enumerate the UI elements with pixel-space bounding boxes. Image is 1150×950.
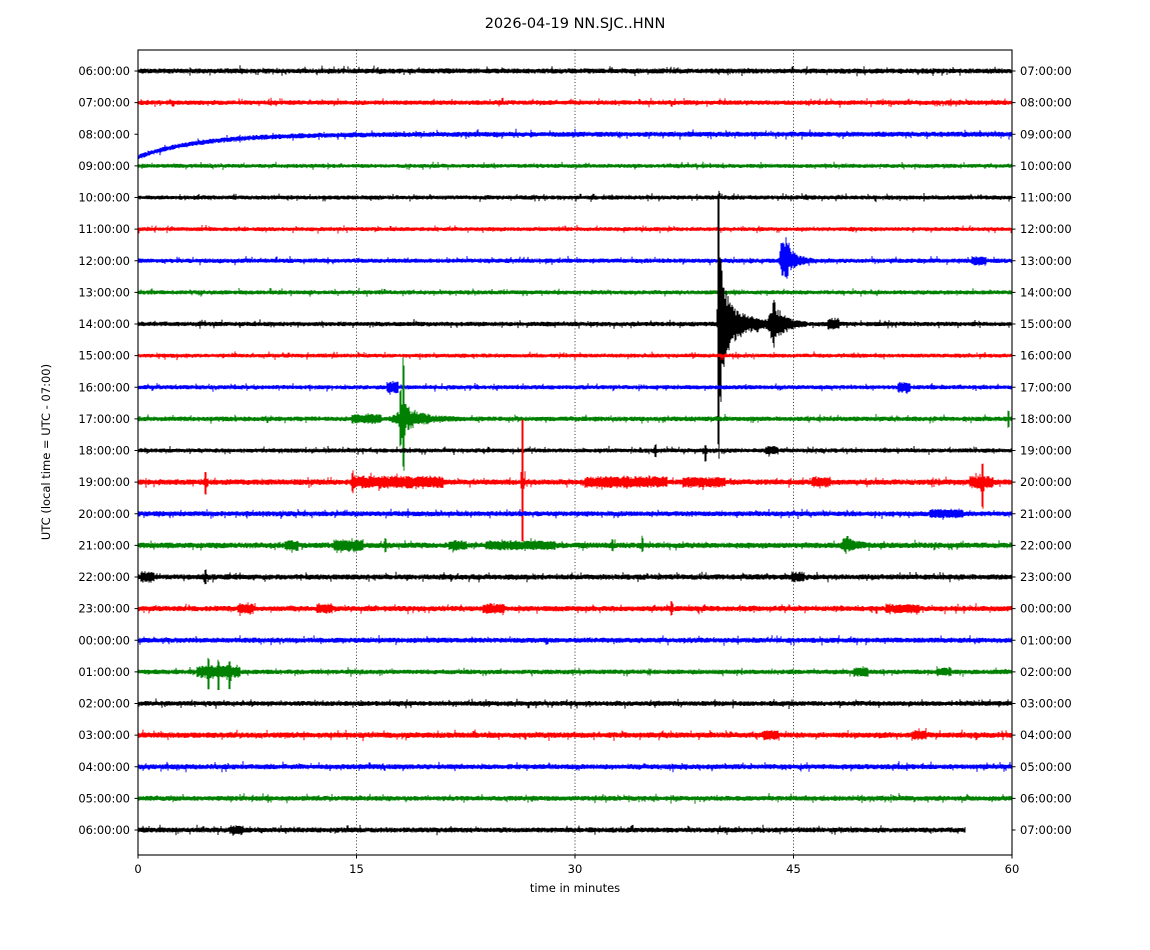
trace-row-1300-green xyxy=(137,287,1013,297)
y-tick-label-utc: 04:00:00 xyxy=(78,760,130,774)
y-tick-label-utc: 09:00:00 xyxy=(78,159,130,173)
trace-row-1800-black xyxy=(137,444,1013,462)
y-tick-label-local: 11:00:00 xyxy=(1020,191,1072,205)
x-tick-label: 30 xyxy=(568,862,583,876)
y-tick-label-local: 23:00:00 xyxy=(1020,570,1072,584)
y-tick-label-local: 10:00:00 xyxy=(1020,159,1072,173)
y-tick-label-local: 07:00:00 xyxy=(1020,64,1072,78)
y-tick-label-utc: 03:00:00 xyxy=(78,728,130,742)
y-tick-label-local: 04:00:00 xyxy=(1020,728,1072,742)
y-tick-label-utc: 00:00:00 xyxy=(78,633,130,647)
y-tick-label-local: 09:00:00 xyxy=(1020,127,1072,141)
y-tick-label-utc: 06:00:00 xyxy=(78,64,130,78)
x-tick-label: 60 xyxy=(1005,862,1020,876)
y-tick-label-local: 00:00:00 xyxy=(1020,602,1072,616)
y-tick-label-local: 18:00:00 xyxy=(1020,412,1072,426)
y-tick-label-utc: 02:00:00 xyxy=(78,697,130,711)
y-tick-label-utc: 20:00:00 xyxy=(78,507,130,521)
y-tick-label-utc: 23:00:00 xyxy=(78,602,130,616)
trace-row-0700-red xyxy=(137,97,1013,108)
x-tick-label: 15 xyxy=(349,862,364,876)
x-tick-label: 0 xyxy=(134,862,141,876)
trace-row-2100-green xyxy=(137,535,1013,554)
y-tick-label-local: 19:00:00 xyxy=(1020,444,1072,458)
x-tick-label: 45 xyxy=(786,862,801,876)
y-tick-label-utc: 12:00:00 xyxy=(78,254,130,268)
y-tick-label-local: 12:00:00 xyxy=(1020,222,1072,236)
y-tick-label-utc: 22:00:00 xyxy=(78,570,130,584)
y-tick-label-utc: 05:00:00 xyxy=(78,791,130,805)
trace-row-0800-blue xyxy=(137,128,1013,160)
y-tick-label-local: 05:00:00 xyxy=(1020,760,1072,774)
y-tick-label-local: 02:00:00 xyxy=(1020,665,1072,679)
y-tick-label-utc: 14:00:00 xyxy=(78,317,130,331)
y-tick-label-utc: 13:00:00 xyxy=(78,285,130,299)
y-tick-label-utc: 16:00:00 xyxy=(78,380,130,394)
y-tick-label-local: 21:00:00 xyxy=(1020,507,1072,521)
y-tick-label-local: 14:00:00 xyxy=(1020,285,1072,299)
y-tick-label-local: 17:00:00 xyxy=(1020,380,1072,394)
y-tick-label-utc: 18:00:00 xyxy=(78,444,130,458)
x-axis-label: time in minutes xyxy=(529,881,621,895)
trace-row-1500-red xyxy=(137,351,1013,361)
chart-title: 2026-04-19 NN.SJC..HNN xyxy=(484,16,666,32)
y-tick-label-local: 20:00:00 xyxy=(1020,475,1072,489)
y-tick-label-utc: 19:00:00 xyxy=(78,475,130,489)
trace-row-0000-blue xyxy=(137,635,1013,646)
y-tick-label-local: 16:00:00 xyxy=(1020,349,1072,363)
y-tick-label-local: 01:00:00 xyxy=(1020,633,1072,647)
y-tick-label-utc: 11:00:00 xyxy=(78,222,130,236)
y-tick-label-utc: 15:00:00 xyxy=(78,349,130,363)
y-tick-label-local: 13:00:00 xyxy=(1020,254,1072,268)
y-tick-label-utc: 08:00:00 xyxy=(78,127,130,141)
y-tick-label-local: 07:00:00 xyxy=(1020,823,1072,837)
y-tick-label-utc: 10:00:00 xyxy=(78,191,130,205)
trace-row-0300-red xyxy=(137,728,1013,742)
y-tick-label-utc: 21:00:00 xyxy=(78,538,130,552)
trace-row-0600-black xyxy=(137,824,966,836)
y-tick-label-utc: 06:00:00 xyxy=(78,823,130,837)
y-tick-label-utc: 07:00:00 xyxy=(78,96,130,110)
y-tick-label-local: 15:00:00 xyxy=(1020,317,1072,331)
y-tick-label-local: 22:00:00 xyxy=(1020,538,1072,552)
y-tick-label-utc: 01:00:00 xyxy=(78,665,130,679)
y-tick-label-local: 08:00:00 xyxy=(1020,96,1072,110)
y-tick-label-local: 06:00:00 xyxy=(1020,791,1072,805)
y-tick-label-local: 03:00:00 xyxy=(1020,697,1072,711)
y-tick-label-utc: 17:00:00 xyxy=(78,412,130,426)
